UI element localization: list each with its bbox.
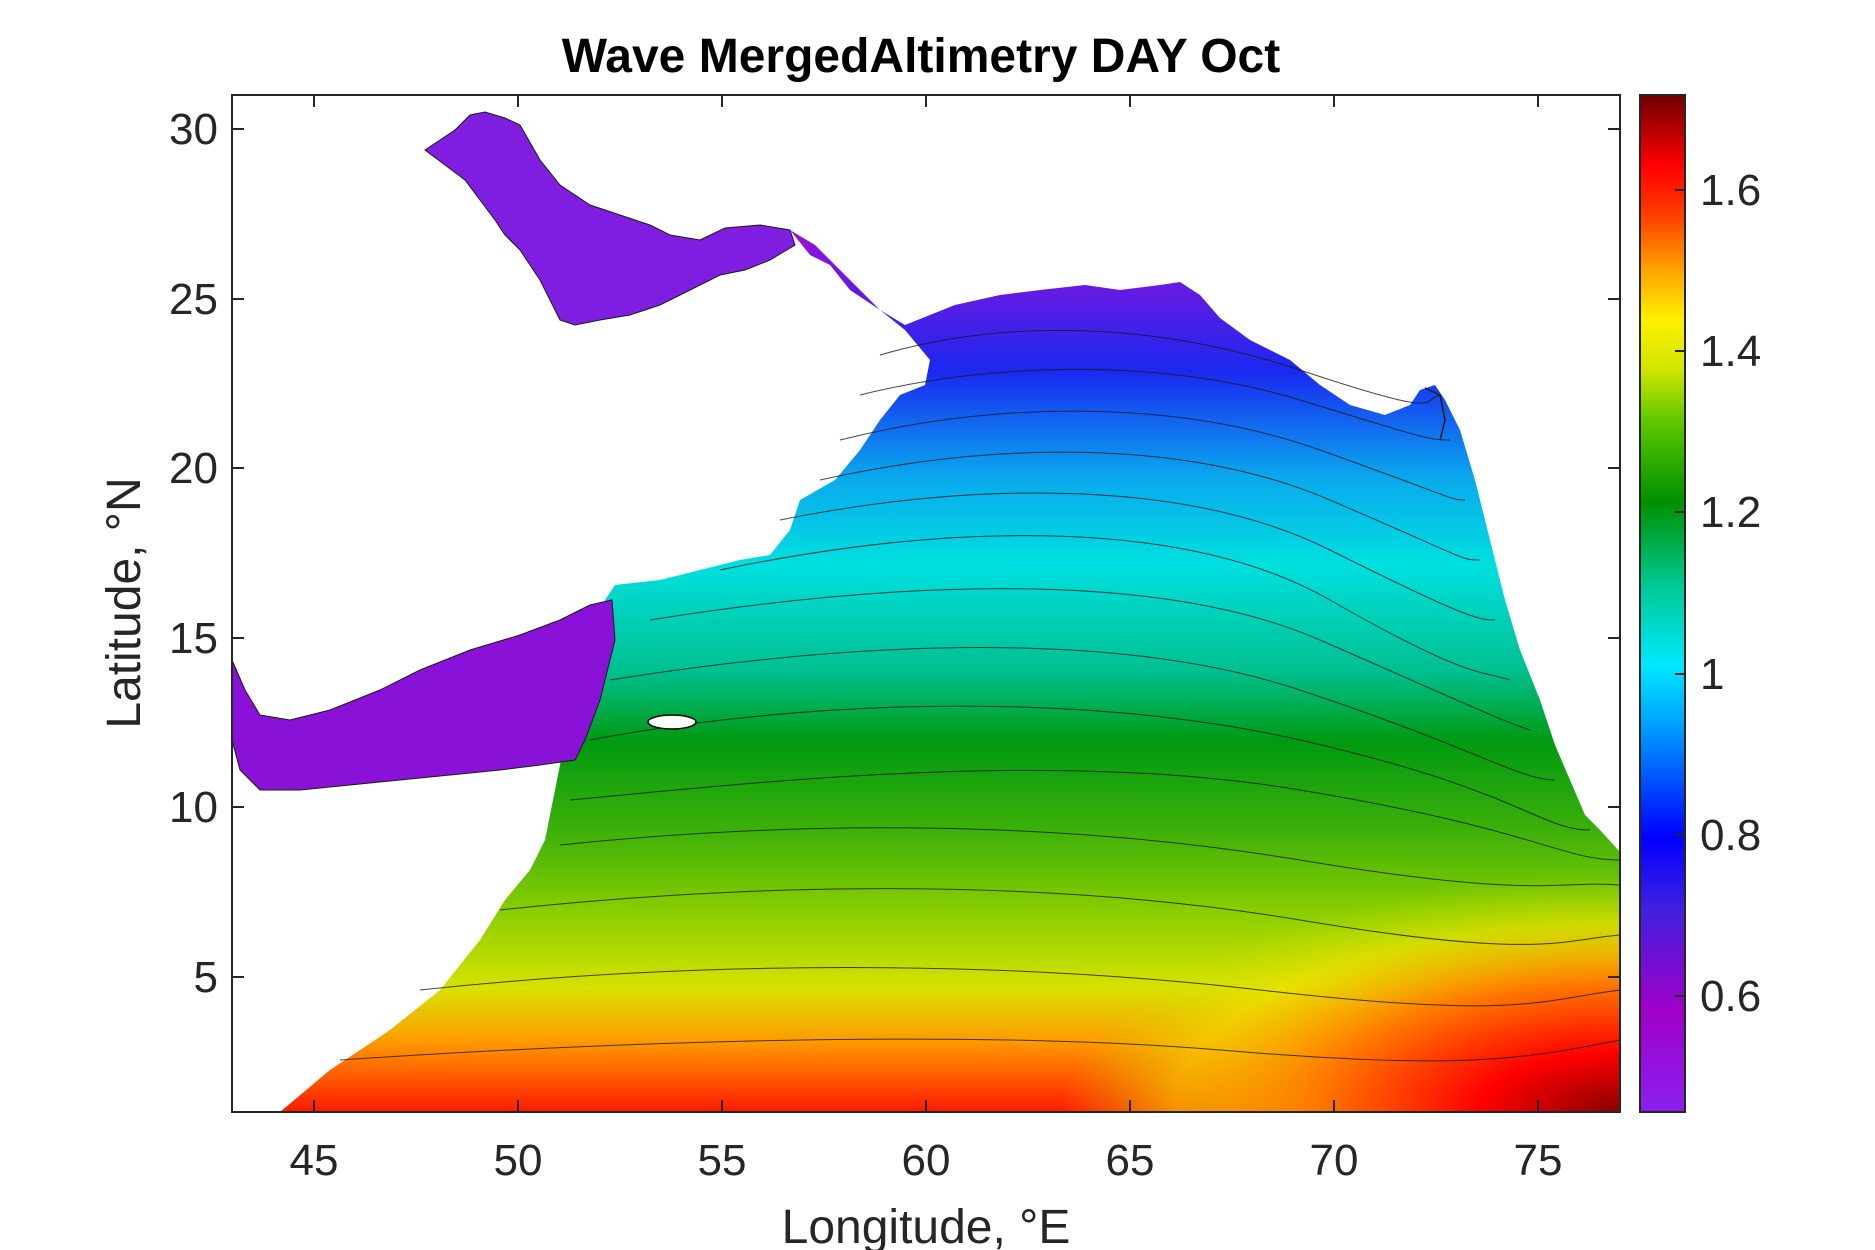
x-tick-label: 75 (1514, 1136, 1563, 1185)
colorbar-tick-label: 1 (1700, 650, 1724, 699)
y-tick-label: 10 (169, 783, 218, 832)
colorbar-tick-label: 0.6 (1700, 972, 1761, 1021)
x-tick-label: 55 (698, 1136, 747, 1185)
y-tick-label: 5 (194, 953, 218, 1002)
chart-title: Wave MergedAltimetry DAY Oct (562, 30, 1280, 83)
y-tick-label: 15 (169, 614, 218, 663)
colorbar-tick-label: 1.6 (1700, 166, 1761, 215)
gulf-of-aden (231, 599, 616, 791)
y-tick-label: 20 (169, 444, 218, 493)
x-axis: 45 50 55 60 65 70 75 (290, 95, 1563, 1185)
ocean-field (231, 111, 1621, 1112)
socotra-island (647, 714, 697, 730)
y-axis: 5 10 15 20 25 30 (169, 105, 1620, 1002)
contour-lines (339, 329, 1621, 1062)
colorbar-bar (1639, 94, 1686, 1113)
x-tick-label: 65 (1106, 1136, 1155, 1185)
y-tick-label: 25 (169, 275, 218, 324)
x-tick-label: 70 (1310, 1136, 1359, 1185)
x-tick-label: 50 (494, 1136, 543, 1185)
persian-gulf (424, 111, 796, 326)
hot-spot-region (1000, 850, 1620, 1112)
colorbar-tick-label: 0.8 (1700, 811, 1761, 860)
colorbar-tick-label: 1.2 (1700, 488, 1761, 537)
y-axis-label: Latitude, °N (98, 477, 151, 728)
x-tick-label: 45 (290, 1136, 339, 1185)
x-tick-label: 60 (902, 1136, 951, 1185)
x-axis-label: Longitude, °E (782, 1201, 1071, 1250)
colorbar: 0.6 0.8 1 1.2 1.4 1.6 (1639, 94, 1761, 1113)
colorbar-tick-label: 1.4 (1700, 327, 1761, 376)
kathiawar-coast (1424, 387, 1446, 441)
y-tick-label: 30 (169, 105, 218, 154)
